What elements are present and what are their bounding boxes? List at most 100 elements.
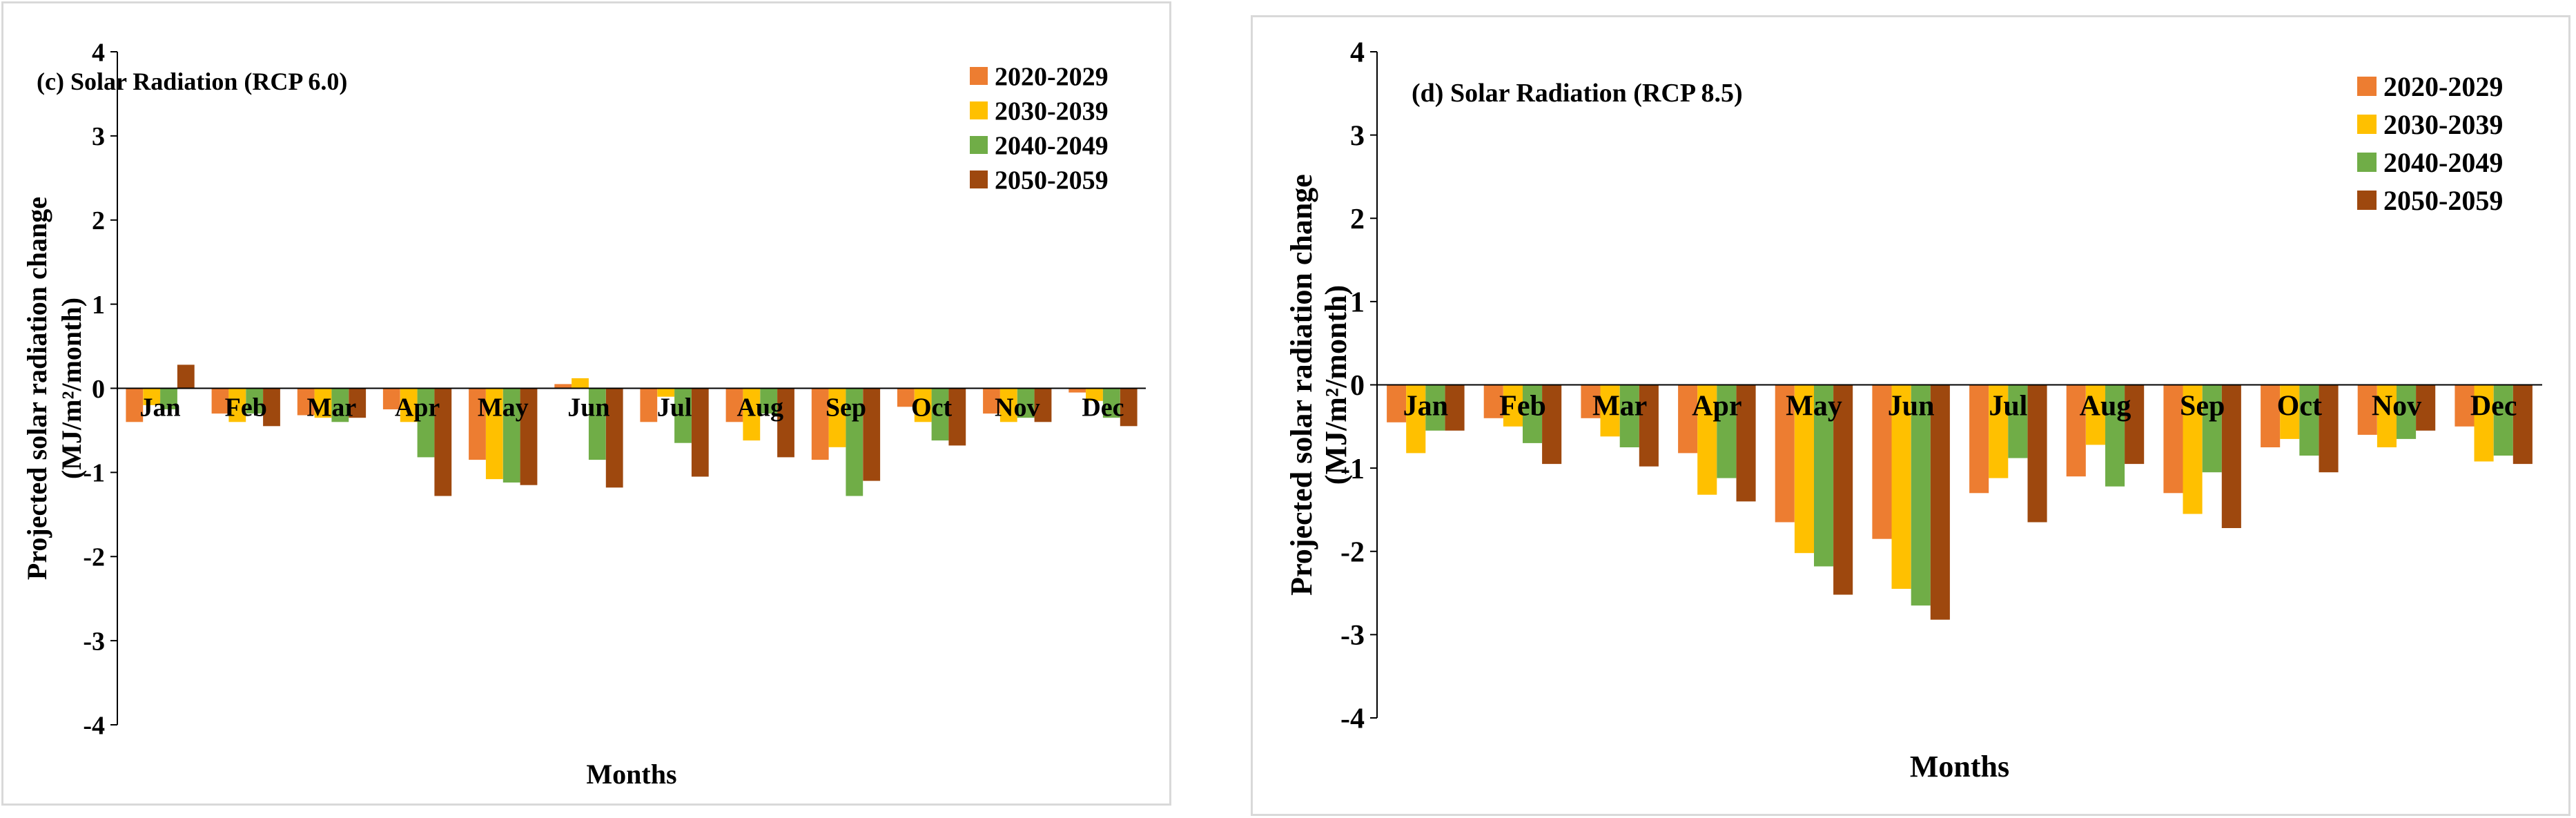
bar-2050-2059-Jul: [2027, 384, 2047, 523]
x-tick-label: Aug: [2080, 391, 2131, 422]
x-tick-label: Dec: [1082, 393, 1124, 422]
bar-2020-2029-Jul: [1969, 384, 1989, 494]
bar-2040-2049-Aug: [760, 388, 778, 414]
bar-2040-2049-Oct: [2299, 384, 2319, 456]
bar-2020-2029-Jan: [126, 388, 144, 422]
bar-2030-2039-Dec: [2474, 384, 2494, 462]
legend-swatch: [2357, 153, 2377, 172]
chart-panel-rcp85: 4 3 2 1 0 -1 -2 -3 -4 Jan Feb Mar Apr May Jun Jul Aug Sep…: [1251, 15, 2570, 816]
x-tick-label: Feb: [225, 393, 267, 422]
bar-2030-2039-Nov: [2377, 384, 2397, 447]
bar-2020-2029-Dec: [1069, 388, 1086, 393]
bar-2030-2039-Aug: [743, 388, 761, 441]
legend-swatch: [970, 136, 988, 154]
legend-swatch: [970, 101, 988, 119]
legend-swatch: [970, 67, 988, 85]
y-tick-label: -4: [1340, 703, 1365, 735]
bar-2050-2059-Oct: [948, 388, 966, 446]
bar-2030-2039-Sep: [2183, 384, 2203, 514]
bar-2020-2029-May: [469, 388, 486, 460]
bar-2050-2059-Aug: [2125, 384, 2145, 465]
bar-2040-2049-Jun: [588, 388, 606, 460]
bar-2050-2059-Jan: [177, 364, 195, 389]
bar-2020-2029-Jan: [1387, 384, 1407, 422]
y-tick-label: -3: [1340, 620, 1365, 652]
chart-title: (d) Solar Radiation (RCP 8.5): [1412, 79, 1743, 108]
x-tick-label: Nov: [995, 393, 1040, 422]
y-tick-label: 3: [92, 122, 105, 151]
y-tick-label: 2: [92, 206, 105, 235]
legend-label: 2020-2029: [2383, 71, 2503, 102]
x-axis-label: Months: [1910, 750, 2009, 783]
x-tick-label: Jul: [657, 393, 692, 422]
x-tick-label: Jul: [1989, 391, 2027, 422]
bar-2020-2029-Feb: [1483, 384, 1503, 418]
x-tick-label: Sep: [826, 393, 866, 422]
bar-2040-2049-Nov: [1017, 388, 1035, 418]
bar-2050-2059-Dec: [2512, 384, 2533, 465]
bar-2050-2059-Jul: [691, 388, 709, 477]
bar-2020-2029-Apr: [382, 388, 400, 409]
bar-2040-2049-Apr: [1717, 384, 1737, 478]
x-tick-label: Apr: [1692, 391, 1741, 422]
x-tick-label: May: [478, 393, 529, 422]
x-tick-label: Jan: [1403, 391, 1448, 422]
y-axis-label: Projected solar radiation change: [1285, 174, 1318, 596]
y-tick-label: -1: [1340, 454, 1365, 485]
y-tick-label: -2: [1340, 536, 1365, 568]
y-axis-label: Projected solar radiation change: [21, 197, 52, 580]
legend-label: 2040-2049: [995, 131, 1109, 160]
legend-swatch: [2357, 191, 2377, 210]
bar-2040-2049-Sep: [2202, 384, 2222, 473]
bar-2030-2039-Apr: [1697, 384, 1717, 495]
bar-2020-2029-Apr: [1678, 384, 1698, 454]
y-tick-label: 4: [92, 38, 105, 67]
bar-2050-2059-Apr: [1736, 384, 1756, 502]
y-tick-label: 1: [92, 291, 105, 320]
x-tick-label: Dec: [2470, 391, 2517, 422]
x-tick-label: Mar: [307, 393, 357, 422]
bar-2050-2059-Apr: [434, 388, 452, 496]
y-tick-label: -4: [83, 711, 105, 740]
y-tick-label: 0: [92, 375, 105, 404]
bar-2040-2049-Jul: [2008, 384, 2028, 458]
bar-2020-2029-Oct: [2261, 384, 2281, 447]
bar-2050-2059-Jan: [1445, 384, 1465, 431]
bar-2020-2029-Aug: [725, 388, 743, 422]
bar-2050-2059-Oct: [2319, 384, 2339, 473]
bar-2030-2039-Nov: [999, 388, 1017, 422]
y-tick-label: -3: [83, 627, 105, 656]
bar-2050-2059-Jun: [1930, 384, 1950, 620]
bar-2040-2049-Nov: [2397, 384, 2417, 439]
bar-2030-2039-Mar: [1600, 384, 1620, 437]
x-tick-label: Jun: [1888, 391, 1935, 422]
bar-2040-2049-Oct: [931, 388, 949, 441]
bar-2030-2039-Jun: [572, 378, 589, 389]
chart-svg-rcp85: 4 3 2 1 0 -1 -2 -3 -4 Jan Feb Mar Apr May Jun Jul Aug Sep…: [1285, 37, 2542, 783]
bar-2030-2039-Jan: [1406, 384, 1426, 454]
bar-2020-2029-Jun: [1872, 384, 1892, 539]
legend-label: 2030-2039: [995, 97, 1109, 126]
bar-2040-2049-Mar: [331, 388, 349, 422]
x-tick-label: Aug: [736, 393, 783, 422]
x-tick-label: Jan: [140, 393, 181, 422]
bar-2050-2059-Sep: [2221, 384, 2241, 528]
x-tick-label: Nov: [2372, 391, 2421, 422]
bar-2040-2049-Sep: [846, 388, 863, 496]
bar-2020-2029-Oct: [897, 388, 915, 407]
bar-2050-2059-May: [520, 388, 538, 485]
bar-2040-2049-May: [1814, 384, 1834, 567]
x-tick-label: Sep: [2180, 391, 2225, 422]
bar-2020-2029-Jul: [640, 388, 658, 422]
x-tick-label: Mar: [1592, 391, 1647, 422]
chart-panel-rcp60: 4 3 2 1 0 -1 -2 -3 -4 Jan Feb Mar Apr May Jun Jul Aug Sep…: [1, 1, 1171, 806]
legend-label: 2030-2039: [2383, 109, 2503, 140]
bar-2040-2049-Dec: [2493, 384, 2513, 456]
chart-svg-rcp60: 4 3 2 1 0 -1 -2 -3 -4 Jan Feb Mar Apr May Jun Jul Aug Sep…: [21, 38, 1146, 790]
bar-2030-2039-Sep: [828, 388, 846, 447]
bar-2030-2039-Jul: [1989, 384, 2009, 478]
x-tick-label: Oct: [2277, 391, 2322, 422]
legend-label: 2040-2049: [2383, 147, 2503, 178]
y-tick-label: 2: [1350, 204, 1365, 235]
bar-2050-2059-Sep: [863, 388, 881, 481]
